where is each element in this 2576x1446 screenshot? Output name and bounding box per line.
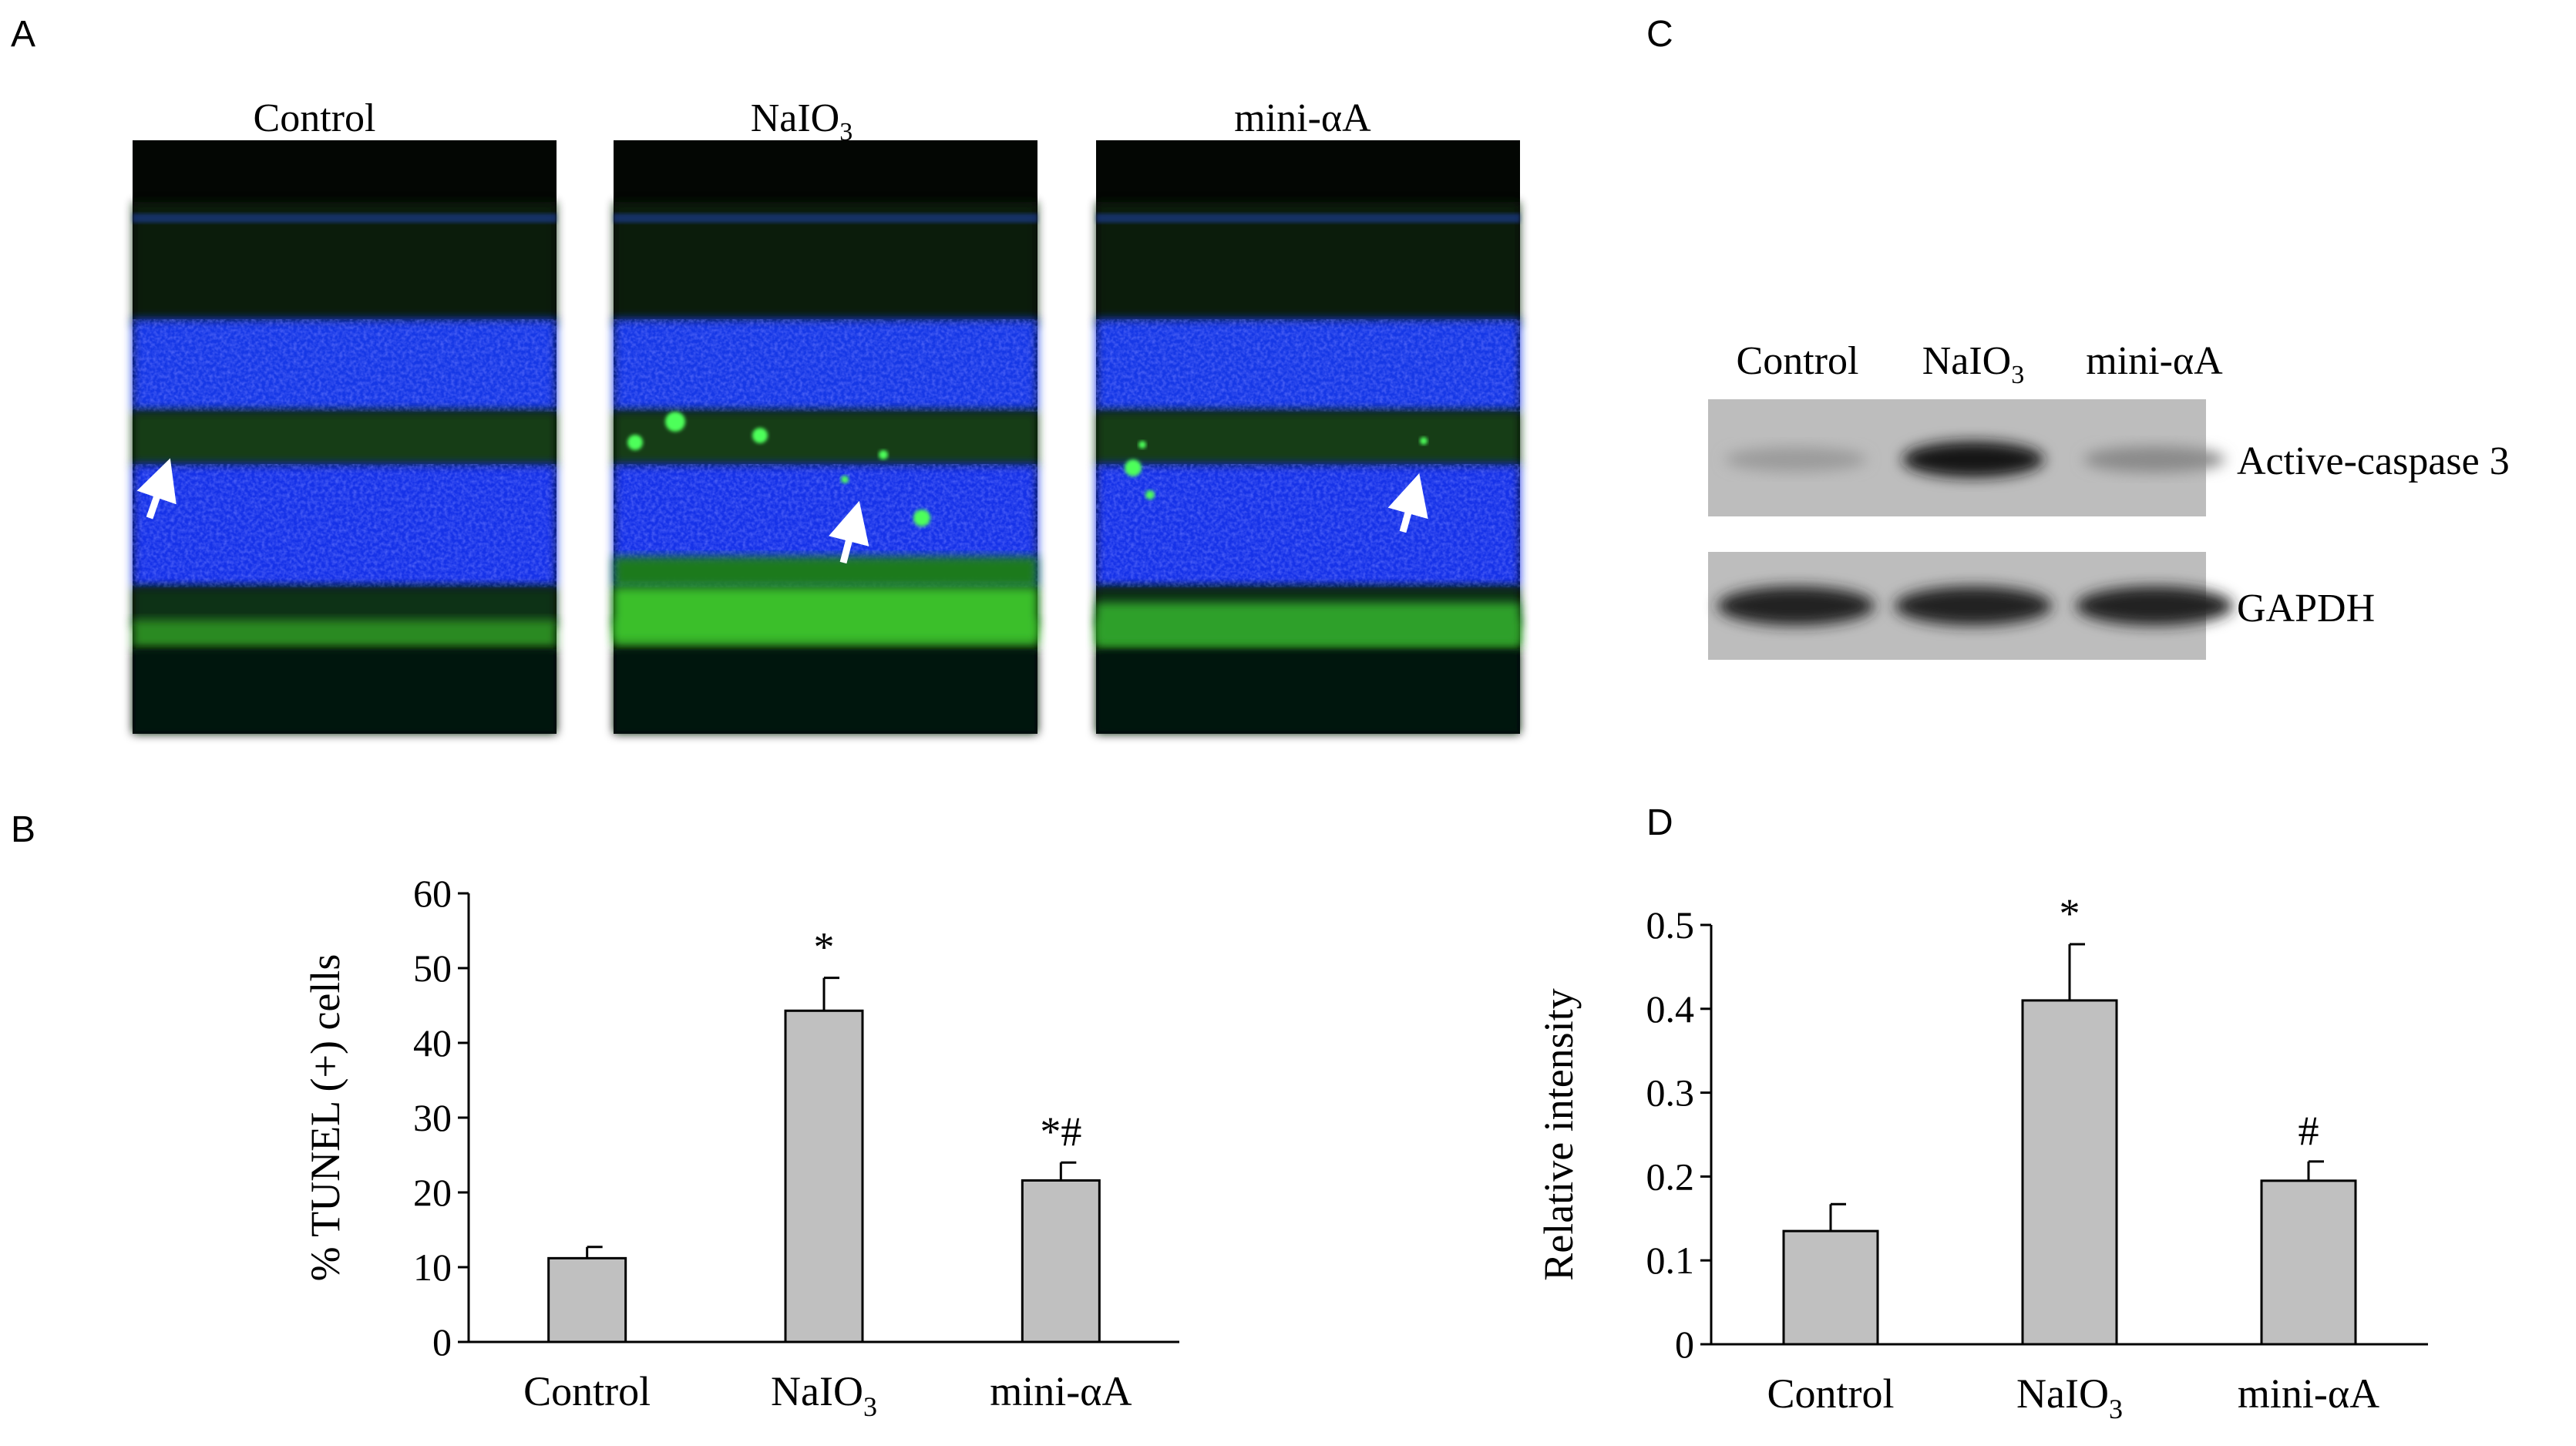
blot-band [1895, 586, 2052, 626]
x-tick-label: NaIO3 [771, 1368, 877, 1422]
micrograph-title-control: Control [254, 96, 376, 140]
significance-label: *# [1040, 1108, 1081, 1155]
arrow-marker [1387, 472, 1428, 533]
panel-a-micrographs: Control NaIO3 mini-αA [133, 96, 1520, 734]
blot-band [1725, 447, 1867, 472]
significance-label: # [2299, 1108, 2319, 1154]
x-tick-label: mini-αA [2238, 1370, 2379, 1417]
y-tick-label: 0.3 [1646, 1071, 1695, 1115]
blot-band [1902, 441, 2044, 478]
x-tick-label: NaIO3 [2016, 1370, 2123, 1424]
micrograph-title-naio3: NaIO3 [751, 96, 853, 146]
y-axis-label: Relative intensity [1535, 988, 1582, 1280]
y-tick-label: 0 [432, 1320, 452, 1364]
y-tick-label: 0.4 [1646, 987, 1695, 1031]
blot-lane-label-naio3: NaIO3 [1922, 339, 2025, 389]
blot-row-label-gapdh: GAPDH [2237, 587, 2375, 631]
bar [1782, 1229, 1879, 1346]
blot-band [2083, 446, 2225, 472]
y-axis-label: % TUNEL (+) cells [302, 954, 348, 1282]
chart-b-tunel: 0 10 20 30 40 50 60 % TUNEL (+) cells Control * Na… [302, 872, 1179, 1422]
panel-letter-c: C [1646, 14, 1673, 55]
x-tick-label: Control [1767, 1370, 1894, 1417]
blot-lane-label-control: Control [1737, 339, 1859, 383]
x-tick-label: mini-αA [990, 1368, 1132, 1414]
panel-letter-d: D [1646, 802, 1673, 843]
blot-row-active-caspase3 [1708, 399, 2225, 516]
blot-lane-label-mini-aa: mini-αA [2086, 339, 2223, 383]
y-tick-label: 0 [1675, 1323, 1694, 1366]
panel-letter-a: A [11, 14, 35, 55]
bar [2021, 999, 2118, 1346]
y-tick-label: 0.5 [1646, 903, 1695, 947]
panel-letter-b: B [11, 809, 35, 850]
y-tick-label: 30 [413, 1096, 452, 1139]
chart-d-relative-intensity: 0 0.1 0.2 0.3 0.4 0.5 Relative intensity Contro… [1535, 890, 2428, 1424]
y-tick-label: 60 [413, 872, 452, 915]
arrow-marker [829, 500, 869, 564]
blot-row-label-active-caspase3: Active-caspase 3 [2237, 439, 2510, 483]
y-tick-label: 10 [413, 1246, 452, 1289]
bar [547, 1256, 627, 1343]
y-tick-label: 40 [413, 1021, 452, 1064]
blot-row-gapdh [1708, 552, 2233, 660]
panel-c-western-blot: Control NaIO3 mini-αA Active-caspase 3 G… [1708, 339, 2510, 660]
bar [1021, 1179, 1101, 1343]
y-tick-label: 50 [413, 947, 452, 990]
micrograph-mini-aa [1096, 140, 1520, 734]
x-tick-label: Control [523, 1368, 651, 1414]
y-tick-label: 20 [413, 1171, 452, 1214]
bar [784, 1009, 864, 1343]
y-tick-label: 0.2 [1646, 1155, 1695, 1198]
blot-band [2076, 586, 2233, 626]
micrograph-naio3 [614, 140, 1037, 734]
significance-label: * [2060, 890, 2080, 937]
significance-label: * [814, 924, 835, 970]
bar [2260, 1179, 2357, 1346]
blot-band [1717, 586, 1875, 626]
y-tick-label: 0.1 [1646, 1239, 1695, 1282]
arrow-marker [136, 458, 177, 520]
micrograph-control [133, 140, 557, 734]
micrograph-title-mini-aa: mini-αA [1234, 96, 1371, 140]
